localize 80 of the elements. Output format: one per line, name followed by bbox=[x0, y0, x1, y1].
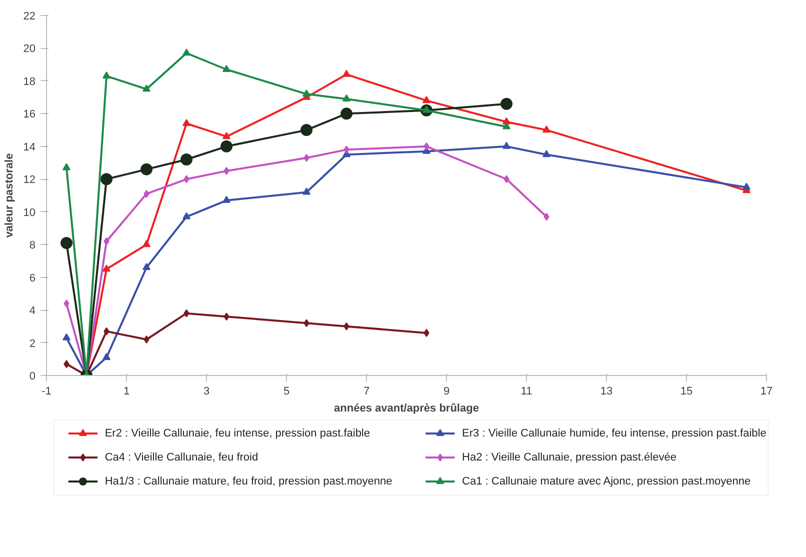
point bbox=[142, 262, 150, 270]
point bbox=[300, 124, 312, 136]
point bbox=[222, 196, 230, 203]
point bbox=[222, 132, 230, 140]
point bbox=[504, 175, 510, 184]
point bbox=[340, 108, 352, 120]
point bbox=[182, 118, 190, 126]
y-tick-label: 0 bbox=[29, 370, 36, 382]
y-axis-title: valeur pastorale bbox=[3, 153, 16, 238]
point bbox=[424, 328, 430, 337]
point bbox=[502, 142, 510, 149]
point bbox=[542, 126, 550, 133]
x-tick-label: 13 bbox=[600, 386, 613, 398]
point bbox=[104, 327, 110, 336]
point bbox=[180, 154, 192, 166]
y-tick-label: 18 bbox=[23, 76, 36, 88]
point bbox=[184, 309, 190, 318]
legend-label: Ca1 : Callunaie mature avec Ajonc, pression past.moyenne bbox=[462, 476, 751, 488]
y-tick-label: 14 bbox=[23, 141, 36, 154]
point bbox=[64, 300, 70, 308]
point bbox=[742, 182, 750, 190]
point bbox=[304, 319, 310, 328]
point bbox=[142, 84, 150, 92]
x-tick-label: 9 bbox=[443, 386, 450, 398]
legend-label: Er2 : Vieille Callunaie, feu intense, pression past.faible bbox=[104, 428, 370, 440]
point bbox=[424, 142, 430, 150]
x-axis-title: années avant/après brûlage bbox=[334, 402, 479, 414]
point bbox=[544, 212, 550, 221]
point bbox=[144, 336, 150, 344]
x-tick-label: 11 bbox=[520, 386, 532, 398]
legend-label: Ca4 : Vieille Callunaie, feu froid bbox=[104, 452, 258, 464]
point bbox=[304, 154, 310, 162]
y-tick-label: 2 bbox=[29, 338, 36, 350]
point bbox=[60, 236, 72, 249]
point bbox=[182, 48, 190, 56]
legend-label: Ha1/3 : Callunaie mature, feu froid, pression past.moyenne bbox=[104, 476, 392, 488]
point bbox=[542, 150, 550, 158]
point bbox=[102, 352, 110, 360]
point bbox=[344, 322, 350, 330]
point bbox=[502, 122, 510, 130]
point bbox=[422, 96, 430, 104]
point bbox=[182, 212, 190, 220]
y-tick-label: 22 bbox=[23, 10, 36, 22]
point bbox=[64, 360, 70, 368]
x-tick-label: -1 bbox=[42, 386, 52, 398]
point bbox=[302, 90, 310, 97]
point bbox=[104, 237, 110, 246]
y-tick-label: 8 bbox=[29, 240, 36, 252]
point bbox=[100, 173, 112, 186]
point bbox=[184, 175, 190, 184]
point bbox=[224, 312, 230, 321]
point bbox=[144, 190, 150, 198]
x-tick-label: 15 bbox=[680, 386, 693, 398]
point bbox=[62, 163, 70, 170]
y-tick-label: 16 bbox=[23, 108, 36, 121]
point bbox=[344, 146, 350, 154]
point bbox=[102, 264, 110, 272]
point bbox=[342, 94, 350, 102]
y-tick-label: 4 bbox=[29, 305, 36, 318]
point bbox=[102, 72, 110, 79]
y-tick-label: 10 bbox=[23, 206, 36, 219]
point bbox=[140, 163, 152, 176]
point bbox=[222, 64, 230, 72]
point bbox=[224, 166, 230, 175]
point bbox=[220, 140, 232, 152]
point bbox=[302, 188, 310, 195]
y-tick-label: 6 bbox=[29, 272, 36, 284]
point bbox=[142, 240, 150, 248]
y-tick-label: 20 bbox=[23, 43, 36, 56]
point bbox=[342, 70, 350, 77]
legend-label: Er3 : Vieille Callunaie humide, feu intense, pression past.faible bbox=[462, 428, 766, 440]
x-tick-label: 5 bbox=[283, 386, 290, 398]
x-tick-label: 3 bbox=[203, 386, 210, 398]
point bbox=[500, 98, 512, 110]
y-tick-label: 12 bbox=[23, 174, 36, 186]
x-tick-label: 1 bbox=[123, 386, 130, 398]
point bbox=[62, 333, 70, 340]
x-tick-label: 17 bbox=[760, 386, 773, 398]
legend-label: Ha2 : Vieille Callunaie, pression past.élevée bbox=[462, 452, 676, 464]
x-tick-label: 7 bbox=[363, 386, 370, 398]
